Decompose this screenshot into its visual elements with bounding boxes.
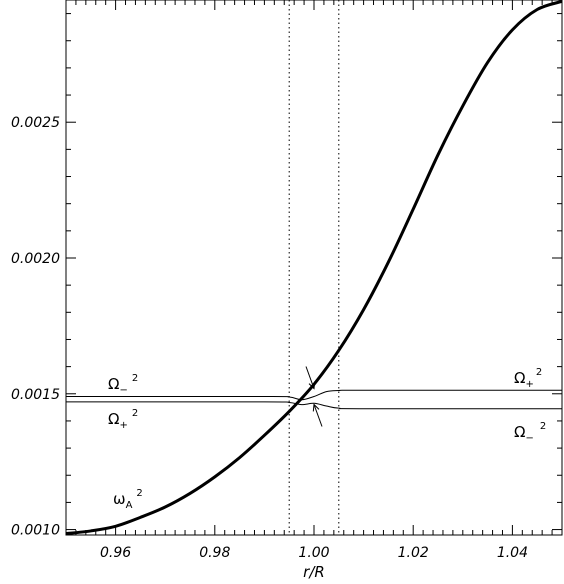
y-tick-label: 0.0020 (11, 251, 60, 267)
arrow-lower (313, 404, 323, 427)
y-tick-label: 0.0015 (11, 387, 60, 403)
y-axis-ticks: 0.0010 0.0015 0.0020 0.0025 (11, 13, 562, 539)
vertical-lines (288, 0, 340, 535)
x-axis-ticks: 0.96 0.98 1.00 1.02 1.04 (75, 0, 553, 561)
series-line-0 (65, 0, 563, 536)
omega-a-label: ωA2 (113, 488, 143, 511)
x-tick-label: 1.02 (398, 545, 429, 561)
crossing-arrows (305, 366, 323, 427)
y-tick-label: 0.0025 (11, 115, 60, 131)
omega-plus-right-label: Ω+2 (514, 367, 542, 390)
x-tick-label: 1.00 (298, 545, 329, 561)
omega-minus-right-label: Ω−2 (514, 421, 546, 444)
omega-minus-left-label: Ω−2 (108, 373, 138, 396)
arrow-lower-head (312, 403, 320, 412)
arrow-upper (305, 366, 315, 389)
plot-frame (65, 0, 563, 536)
series-line-2 (65, 401, 563, 410)
x-tick-label: 0.96 (100, 545, 131, 561)
x-axis-title: r/R (303, 563, 325, 581)
series-group (65, 0, 563, 536)
arrow-upper-head (308, 381, 316, 390)
y-tick-label: 0.0010 (11, 523, 60, 539)
x-tick-label: 0.98 (199, 545, 230, 561)
x-tick-label: 1.04 (497, 545, 528, 561)
omega-plus-left-label: Ω+2 (108, 408, 138, 431)
series-line-1 (65, 389, 563, 401)
